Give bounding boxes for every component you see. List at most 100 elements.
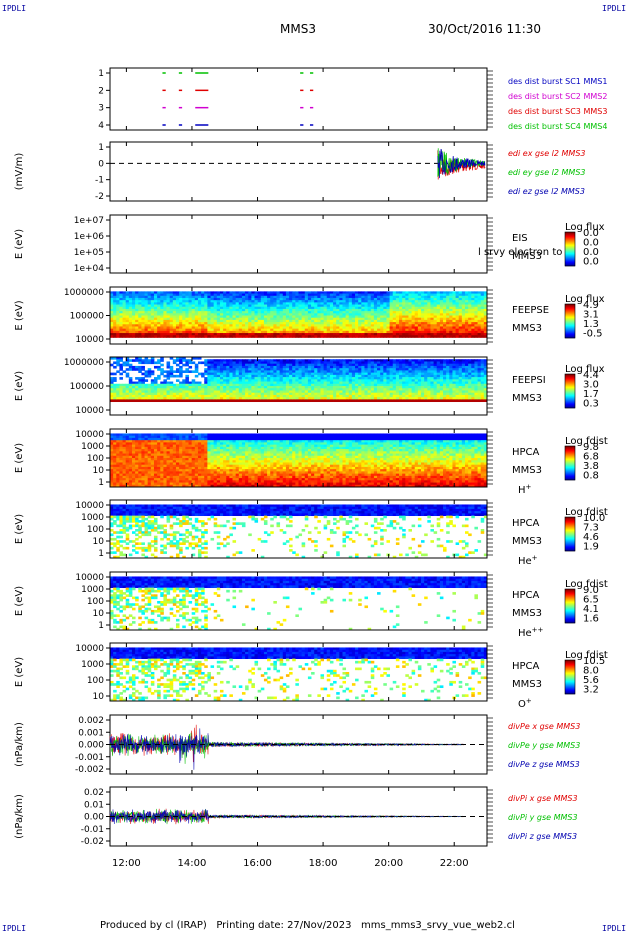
feepse-cell bbox=[383, 326, 387, 330]
feepse-cell bbox=[421, 293, 425, 297]
feepsi-cell bbox=[257, 392, 262, 396]
feepsi-cell bbox=[364, 361, 369, 365]
feepse-cell bbox=[443, 293, 447, 297]
feepsi-cell bbox=[282, 363, 287, 367]
feepsi-cell bbox=[179, 383, 183, 387]
feepsi-cell bbox=[351, 397, 356, 400]
feepse-cell bbox=[235, 319, 240, 323]
feepsi-cell bbox=[188, 397, 193, 400]
feepsi-cell bbox=[471, 374, 475, 378]
feepsi-cell bbox=[270, 370, 274, 374]
feepsi-cell bbox=[207, 383, 211, 387]
feepse-cell bbox=[329, 306, 334, 310]
feepsi-cell bbox=[342, 372, 347, 376]
feepsi-cell bbox=[342, 388, 347, 391]
feepsi-cell bbox=[279, 394, 284, 398]
feepsi-cell bbox=[304, 386, 309, 389]
feepsi-cell bbox=[289, 361, 293, 365]
feepse-cell bbox=[386, 317, 391, 321]
feepsi-colorbar-cell bbox=[565, 377, 575, 379]
feepsi-cell bbox=[279, 392, 284, 396]
feepse-cell bbox=[424, 324, 428, 327]
feepse-cell bbox=[417, 297, 422, 301]
feepse-cell bbox=[443, 317, 447, 321]
feepsi-cell bbox=[304, 377, 309, 380]
feepse-cell bbox=[223, 308, 227, 312]
feepsi-cell bbox=[229, 372, 233, 376]
feepse-cell bbox=[323, 317, 328, 321]
feepse-cell bbox=[477, 330, 482, 334]
feepsi-cell bbox=[279, 379, 284, 382]
feepse-cell bbox=[150, 317, 155, 321]
feepse-cell bbox=[301, 335, 306, 338]
feepse-cell bbox=[157, 300, 161, 303]
feepsi-cell bbox=[295, 368, 299, 371]
feepse-cell bbox=[392, 335, 397, 338]
feepse-cell bbox=[135, 306, 139, 310]
feepse-cell bbox=[166, 308, 171, 312]
feepsi-cell bbox=[358, 365, 362, 369]
feepsi-cell bbox=[150, 379, 155, 382]
feepse-cell bbox=[329, 302, 334, 305]
feepsi-cell bbox=[229, 377, 233, 380]
feepse-cell bbox=[424, 304, 428, 308]
feepse-cell bbox=[122, 297, 127, 301]
feepsi-cell bbox=[336, 359, 340, 362]
feepse-cell bbox=[153, 300, 158, 303]
feepse-cell bbox=[358, 324, 362, 327]
feepsi-cell bbox=[229, 370, 233, 374]
feepsi-cell bbox=[395, 392, 400, 396]
feepse-cell bbox=[254, 326, 259, 330]
feepsi-cell bbox=[157, 359, 161, 362]
feepse-cell bbox=[270, 324, 274, 327]
feepse-cell bbox=[433, 306, 438, 310]
feepsi-cell bbox=[399, 383, 403, 387]
feepsi-cell bbox=[320, 392, 325, 396]
feepsi-cell bbox=[361, 370, 365, 374]
feepsi-cell bbox=[443, 399, 447, 403]
feepsi-cell bbox=[480, 386, 485, 389]
feepse-cell bbox=[307, 326, 312, 330]
feepsi-cell bbox=[279, 359, 284, 362]
feepse-cell bbox=[326, 311, 331, 314]
feepse-cell bbox=[452, 313, 456, 316]
feepsi-cell bbox=[342, 368, 347, 371]
feepsi-cell bbox=[348, 372, 353, 376]
feepsi-cell bbox=[386, 372, 391, 376]
feepse-cell bbox=[399, 333, 403, 336]
feepse-cell bbox=[364, 308, 369, 312]
feepsi-cell bbox=[141, 392, 145, 396]
feepsi-cell bbox=[141, 379, 145, 382]
feepsi-cell bbox=[163, 383, 167, 387]
feepse-cell bbox=[298, 311, 303, 314]
feepse-cell bbox=[333, 335, 337, 338]
feepsi-cell bbox=[424, 359, 428, 362]
feepse-cell bbox=[251, 297, 255, 301]
feepse-cell bbox=[241, 322, 246, 325]
feepse-cell bbox=[166, 330, 171, 334]
feepsi-cell bbox=[408, 370, 412, 374]
feepsi-cell bbox=[364, 370, 369, 374]
feepse-cell bbox=[254, 328, 259, 332]
feepse-cell bbox=[339, 324, 343, 327]
feepse-cell bbox=[364, 326, 369, 330]
feepsi-cell bbox=[430, 383, 434, 387]
feepse-cell bbox=[301, 328, 306, 332]
feepsi-cell bbox=[311, 397, 315, 400]
feepse-cell bbox=[364, 315, 369, 319]
feepsi-cell bbox=[361, 394, 365, 398]
feepse-cell bbox=[207, 297, 211, 301]
feepsi-cell bbox=[474, 392, 478, 396]
feepse-cell bbox=[314, 322, 318, 325]
feepse-cell bbox=[219, 328, 224, 332]
feepse-cell bbox=[370, 322, 375, 325]
feepsi-cell bbox=[389, 381, 394, 385]
feepse-cell bbox=[311, 306, 315, 310]
feepsi-cell bbox=[235, 383, 240, 387]
feepsi-cell bbox=[304, 392, 309, 396]
feepsi-cell bbox=[320, 365, 325, 369]
feepse-cell bbox=[273, 306, 277, 310]
feepsi-cell bbox=[270, 399, 274, 403]
feepsi-cell bbox=[405, 392, 409, 396]
datetime-title: 30/Oct/2016 11:30 bbox=[428, 22, 542, 36]
